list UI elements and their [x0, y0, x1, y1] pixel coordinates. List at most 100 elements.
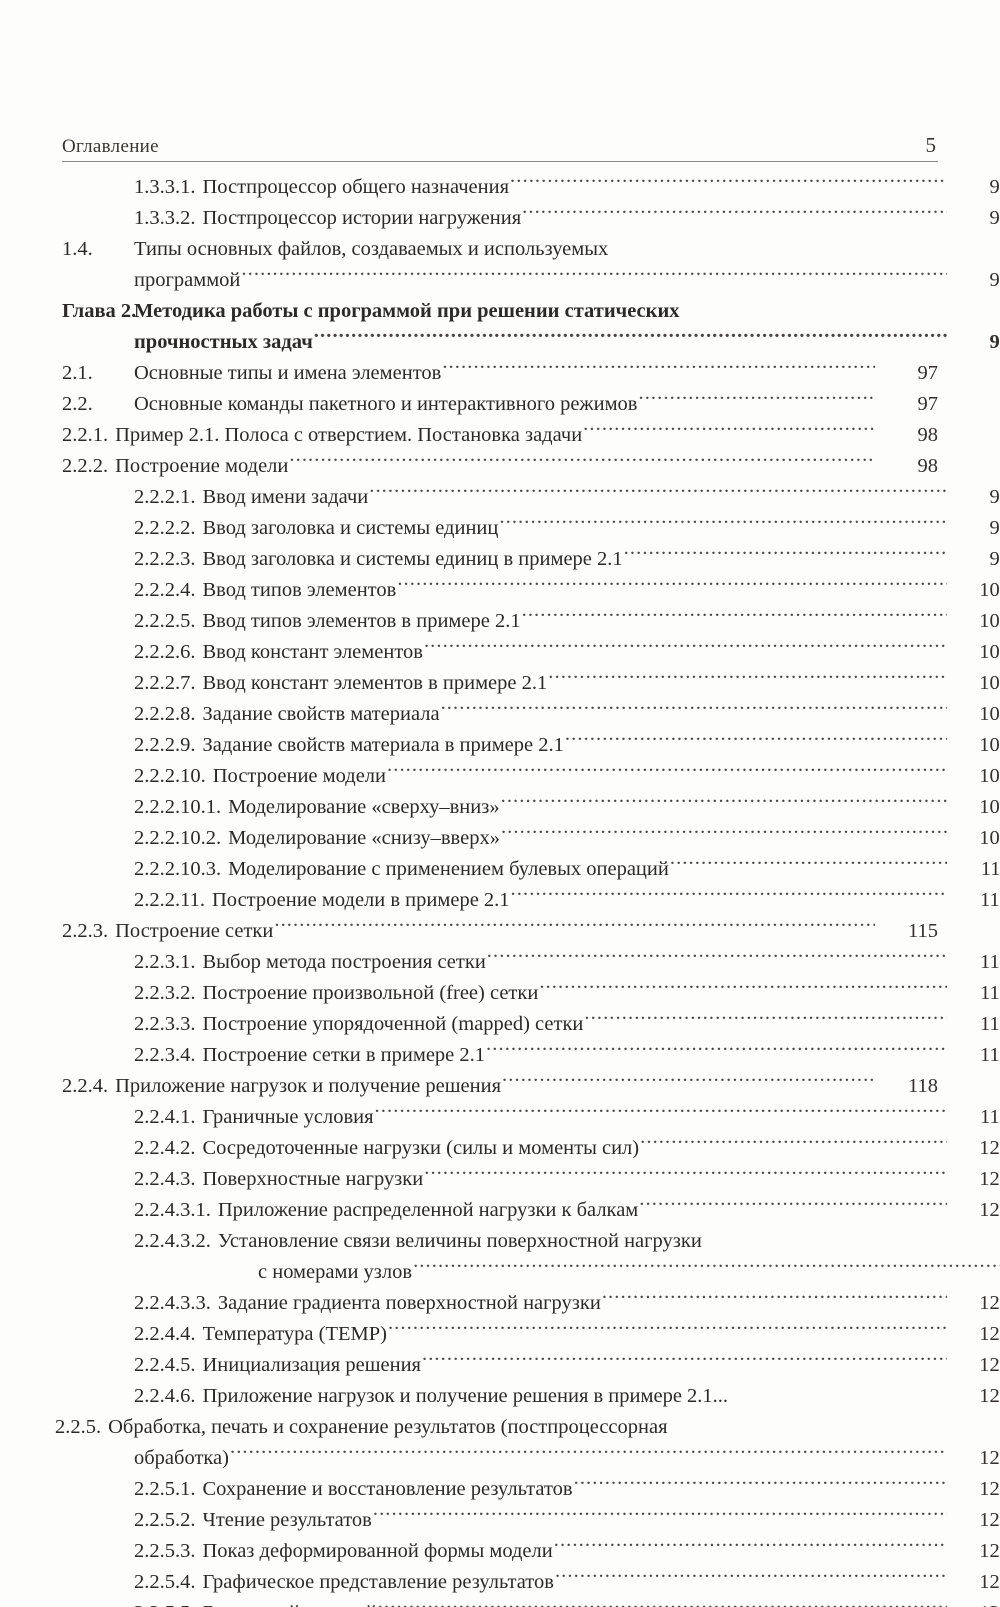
toc-entry[interactable]: 2.2.5.3. Показ деформированной формы моде…	[62, 1536, 1000, 1567]
toc-entry[interactable]: 2.2.2.10.1. Моделирование «сверху–вниз» 10…	[62, 792, 1000, 823]
dot-leader	[703, 1227, 947, 1248]
toc-entry[interactable]: обработка) 127	[62, 1443, 1000, 1474]
toc-entry-title: Основные типы и имена элементов	[134, 362, 442, 384]
toc-entry[interactable]: 2.2.1. Пример 2.1. Полоса с отверстием. П…	[62, 420, 938, 451]
toc-entry[interactable]: 2.2.2.10. Построение модели 102	[62, 761, 1000, 792]
toc-entry-title: Обработка, печать и сохранение результат…	[108, 1416, 668, 1438]
toc-entry[interactable]: 2.2.2.7. Ввод констант элементов в пример…	[62, 668, 1000, 699]
dot-leader	[669, 1413, 868, 1434]
toc-entry-title: Сохранение и восстановление результатов	[202, 1478, 573, 1500]
toc-entry[interactable]: 2.2.4. Приложение нагрузок и получение ре…	[62, 1071, 938, 1102]
dot-leader	[510, 173, 947, 194]
toc-entry-title: Задание градиента поверхностной нагрузки	[217, 1292, 601, 1314]
toc-entry-page: 117	[980, 1044, 1000, 1066]
toc-entry[interactable]: 2.2.4.4. Температура (TEMP) 123	[62, 1319, 1000, 1350]
dot-leader	[441, 700, 947, 721]
toc-entry-page: 124	[979, 1354, 1000, 1376]
toc-entry-page: 115	[908, 920, 938, 942]
toc-entry-number: 2.2.5.	[55, 1416, 102, 1438]
toc-entry[interactable]: 2.2.2.10.3. Моделирование с применением б…	[62, 854, 1000, 885]
dot-leader	[230, 1444, 947, 1465]
toc-entry-page: 129	[948, 1598, 1000, 1607]
toc-entry-number: 2.2.2.8.	[134, 703, 196, 725]
toc-entry[interactable]: 2.2.2.10.2. Моделирование «снизу–вверх» 10…	[62, 823, 1000, 854]
toc-entry[interactable]: 2.2.4.1. Граничные условия 118	[62, 1102, 1000, 1133]
toc-entry-page: 99	[989, 486, 1000, 508]
toc-entry-number: 2.2.2.4.	[134, 579, 196, 601]
toc-entry-title: Постпроцессор общего назначения	[202, 176, 510, 198]
toc-entry[interactable]: 2.2.5.5.Векторный дисплей 129	[62, 1598, 1000, 1607]
toc-entry[interactable]: 2.2.2.4. Ввод типов элементов 100	[62, 575, 1000, 606]
toc-entry-page: 127	[979, 1478, 1000, 1500]
dot-leader	[373, 1506, 947, 1527]
toc-entry-number: 2.2.3.1.	[134, 951, 196, 973]
toc-entry-title: Температура (TEMP)	[202, 1323, 387, 1345]
toc-entry-number: 2.2.4.3.3.	[134, 1292, 211, 1314]
toc-entry-number: 2.2.4.3.	[134, 1168, 196, 1190]
toc-entry-number: 2.2.4.2.	[134, 1137, 196, 1159]
toc-entry-number: 2.2.5.1.	[134, 1478, 196, 1500]
toc-entry[interactable]: 2.1. Основные типы и имена элементов 97	[62, 358, 938, 389]
toc-entry[interactable]: с номерами узлов121	[62, 1257, 1000, 1288]
toc-entry-page: 97	[917, 362, 939, 384]
toc-entry-page: 100	[979, 610, 1000, 632]
toc-entry[interactable]: 2.2.3.3. Построение упорядоченной (mapped…	[62, 1009, 1000, 1040]
toc-entry-title: Моделирование с применением булевых опер…	[228, 858, 669, 880]
dot-leader	[442, 359, 875, 380]
toc-entry[interactable]: 2.2.2.6. Ввод констант элементов 101	[62, 637, 1000, 668]
toc-entry[interactable]: 2.2.2.5. Ввод типов элементов в примере 2…	[62, 606, 1000, 637]
toc-entry[interactable]: 2.2.4.3.2. Установление связи величины по…	[62, 1226, 1000, 1257]
toc-entry[interactable]: 2.2.5.2. Чтение результатов 128	[62, 1505, 1000, 1536]
dot-leader	[424, 1165, 947, 1186]
toc-entry[interactable]: 2.2.2.3. Ввод заголовка и системы единиц …	[62, 544, 1000, 575]
toc-entry[interactable]: 2.2.4.5. Инициализация решения 124	[62, 1350, 1000, 1381]
toc-entry[interactable]: 2.2.2.9. Задание свойств материала в прим…	[62, 730, 1000, 761]
toc-entry-number: 2.2.2.3.	[134, 548, 196, 570]
dot-leader	[624, 545, 947, 566]
toc-entry[interactable]: 2.2.5. Обработка, печать и сохранение рез…	[55, 1412, 931, 1443]
toc-entry[interactable]: 2.2.3. Построение сетки 115	[62, 916, 938, 947]
toc-entry[interactable]: 2.2.3.2. Построение произвольной (free) с…	[62, 978, 1000, 1009]
toc-entry-title: Приложение распределенной нагрузки к бал…	[217, 1199, 639, 1221]
toc-entry[interactable]: 1.3.3.1. Постпроцессор общего назначения 9…	[62, 172, 1000, 203]
toc-entry[interactable]: 2.2.4.3. Поверхностные нагрузки 120	[62, 1164, 1000, 1195]
toc-entry-number: 2.1.	[62, 362, 93, 384]
toc-entry-title: Ввод типов элементов	[202, 579, 397, 601]
toc-entry-page: 128	[979, 1571, 1000, 1593]
dot-leader	[670, 855, 947, 876]
toc-entry[interactable]: 2.2. Основные команды пакетного и интерак…	[62, 389, 938, 420]
toc-entry[interactable]: программой 96	[62, 265, 1000, 296]
toc-entry[interactable]: прочностных задач 97	[62, 327, 1000, 358]
toc-entry[interactable]: 2.2.4.6. Приложение нагрузок и получение …	[62, 1381, 1000, 1412]
toc-entry-title: Ввод констант элементов	[202, 641, 423, 663]
toc-entry[interactable]: 2.2.2.1. Ввод имени задачи 99	[62, 482, 1000, 513]
toc-entry-page: 98	[917, 424, 939, 446]
toc-entry[interactable]: 2.2.3.1. Выбор метода построения сетки 115	[62, 947, 1000, 978]
toc-entry[interactable]: 1.3.3.2. Постпроцессор истории нагружения…	[62, 203, 1000, 234]
dot-leader	[413, 1258, 1000, 1279]
dot-leader	[388, 1320, 947, 1341]
toc-entry[interactable]: 2.2.5.1. Сохранение и восстановление резу…	[62, 1474, 1000, 1505]
toc-entry-number: 2.2.4.1.	[134, 1106, 196, 1128]
toc-entry-page: 99	[989, 548, 1000, 570]
toc-entry[interactable]: 2.2.2.8. Задание свойств материала 102	[62, 699, 1000, 730]
dot-leader	[487, 948, 947, 969]
toc-entry[interactable]: 2.2.4.3.1. Приложение распределенной нагр…	[62, 1195, 1000, 1226]
toc-entry-number: 2.2.2.11.	[134, 889, 205, 911]
dot-leader	[609, 235, 875, 256]
toc-entry[interactable]: 2.2.2.2. Ввод заголовка и системы единиц 9…	[62, 513, 1000, 544]
toc-entry[interactable]: 2.2.4.3.3. Задание градиента поверхностно…	[62, 1288, 1000, 1319]
toc-entry-page: 102	[979, 796, 1000, 818]
toc-entry[interactable]: 2.2.5.4. Графическое представление резуль…	[62, 1567, 1000, 1598]
toc-entry[interactable]: 2.2.2. Построение модели 98	[62, 451, 938, 482]
toc-entry[interactable]: Глава 2. Методика работы с программой при…	[62, 296, 938, 327]
toc-entry[interactable]: 2.2.4.2. Сосредоточенные нагрузки (силы и…	[62, 1133, 1000, 1164]
toc-entry-title: Моделирование «снизу–вверх»	[228, 827, 500, 849]
toc-entry[interactable]: 2.2.3.4. Построение сетки в примере 2.1 11…	[62, 1040, 1000, 1071]
toc-entry-number: 2.2.2.2.	[134, 517, 196, 539]
toc-entry[interactable]: 2.2.2.11. Построение модели в примере 2.1…	[62, 885, 1000, 916]
dot-leader	[554, 1537, 947, 1558]
toc-entry-number: 1.3.3.1.	[134, 176, 196, 198]
toc-entry[interactable]: 1.4. Типы основных файлов, создаваемых и …	[62, 234, 938, 265]
